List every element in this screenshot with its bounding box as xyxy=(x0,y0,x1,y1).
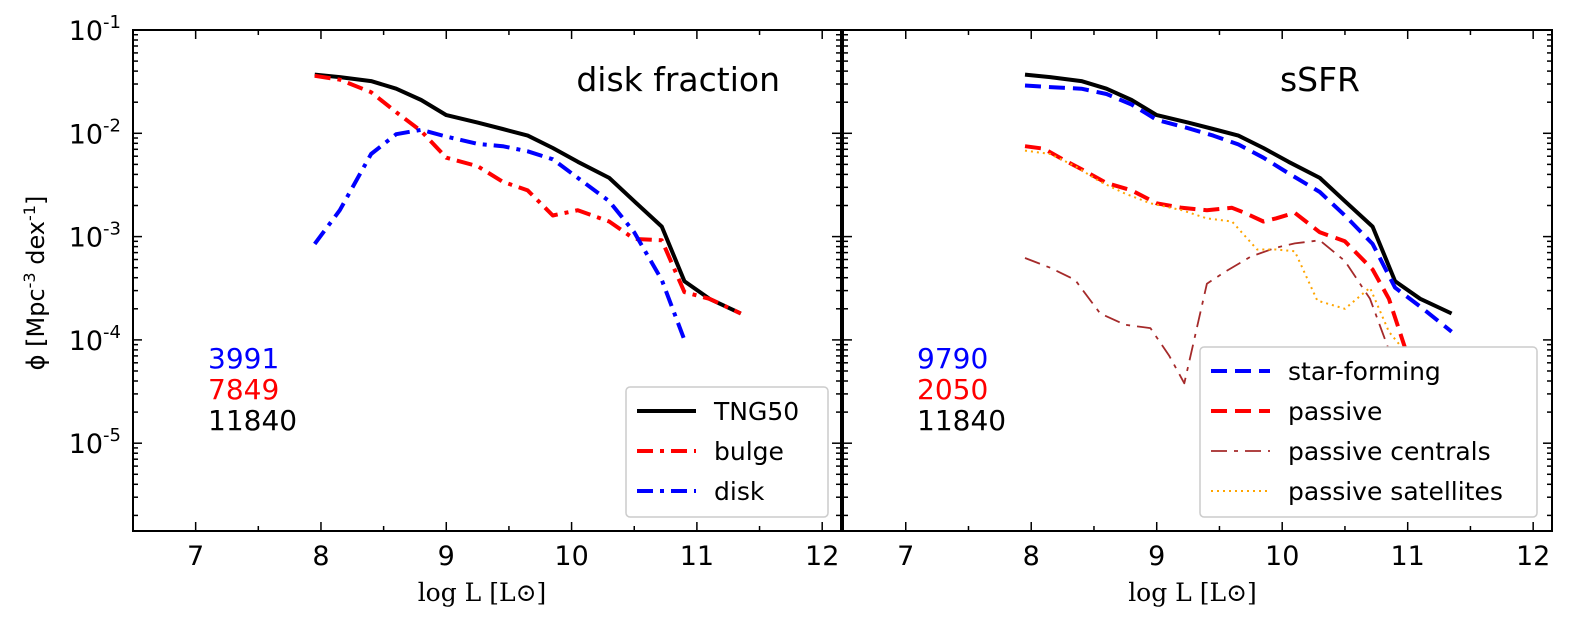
y-tick-label-exp: -4 xyxy=(103,322,121,343)
legend-label: bulge xyxy=(714,437,784,466)
y-axis-label-sup1: -3 xyxy=(20,272,39,288)
legend-label: TNG50 xyxy=(713,397,799,426)
plot-frame xyxy=(842,29,1553,532)
y-axis-label-sup2: -1 xyxy=(20,205,39,221)
y-tick-label-4: 10-5 xyxy=(69,425,121,460)
plot-frame xyxy=(132,29,842,532)
y-tick-label-3: 10-4 xyxy=(69,322,121,357)
x-axis-label: log L [L⊙] xyxy=(418,578,547,607)
panel-title: sSFR xyxy=(1280,60,1360,99)
legend-label: passive centrals xyxy=(1288,437,1491,466)
count-label-0: 9790 xyxy=(917,342,988,375)
legend-label: passive satellites xyxy=(1288,477,1503,506)
series-line-disk xyxy=(313,127,687,341)
x-tick-label-3: 10 xyxy=(554,541,588,572)
count-label-2: 11840 xyxy=(917,404,1006,437)
legend-box xyxy=(1199,346,1538,518)
series-line-tng50 xyxy=(314,72,742,316)
count-label-1: 2050 xyxy=(917,373,988,406)
x-tick-label-1: 8 xyxy=(1023,541,1040,572)
y-axis-label: ϕ [Mpc-3 dex-1] xyxy=(20,196,50,371)
y-tick-label-base: 10 xyxy=(69,16,103,47)
series-line-passive xyxy=(1024,144,1452,358)
y-tick-label-exp: -2 xyxy=(103,115,121,136)
y-tick-label-base: 10 xyxy=(69,223,103,254)
y-axis-label-mid: dex xyxy=(22,221,50,272)
count-label-2: 11840 xyxy=(208,404,297,437)
y-tick-label-0: 10-1 xyxy=(69,12,121,47)
y-tick-label-1: 10-2 xyxy=(69,115,121,150)
panel-title: disk fraction xyxy=(576,60,780,99)
y-tick-label-base: 10 xyxy=(69,326,103,357)
x-tick-label-3: 10 xyxy=(1265,541,1299,572)
count-label-0: 3991 xyxy=(208,342,279,375)
y-tick-label-base: 10 xyxy=(69,429,103,460)
y-tick-label-base: 10 xyxy=(69,119,103,150)
series-line-passive-satellites xyxy=(1024,149,1452,356)
series-line-passive-centrals xyxy=(1024,239,1390,385)
y-axis-label-close: ] xyxy=(22,196,50,205)
legend-label: passive xyxy=(1288,397,1382,426)
legend-label: disk xyxy=(714,477,765,506)
x-tick-label-4: 11 xyxy=(1391,541,1425,572)
y-tick-label-exp: -3 xyxy=(103,219,121,240)
x-tick-label-0: 7 xyxy=(187,541,204,572)
x-axis-label: log L [L⊙] xyxy=(1128,578,1257,607)
legend: TNG50 bulge disk xyxy=(625,386,829,518)
x-tick-label-2: 9 xyxy=(438,541,455,572)
count-label-1: 7849 xyxy=(208,373,279,406)
series-line-tng50 xyxy=(1024,72,1453,316)
y-tick-label-2: 10-3 xyxy=(69,219,121,254)
legend-label: star-forming xyxy=(1288,357,1441,386)
x-tick-label-2: 9 xyxy=(1148,541,1165,572)
x-tick-label-4: 11 xyxy=(680,541,714,572)
x-tick-label-0: 7 xyxy=(897,541,914,572)
y-tick-label-exp: -5 xyxy=(103,425,121,446)
series-line-star-forming xyxy=(1024,83,1453,334)
legend-box xyxy=(625,386,829,518)
y-axis-label-main: ϕ [Mpc xyxy=(22,288,50,370)
y-tick-label-exp: -1 xyxy=(103,12,121,33)
legend: star-forming passive passive centrals passi… xyxy=(1199,346,1538,518)
x-tick-label-5: 12 xyxy=(805,541,839,572)
series-line-bulge xyxy=(314,73,742,316)
x-tick-label-5: 12 xyxy=(1516,541,1550,572)
x-tick-label-1: 8 xyxy=(312,541,329,572)
